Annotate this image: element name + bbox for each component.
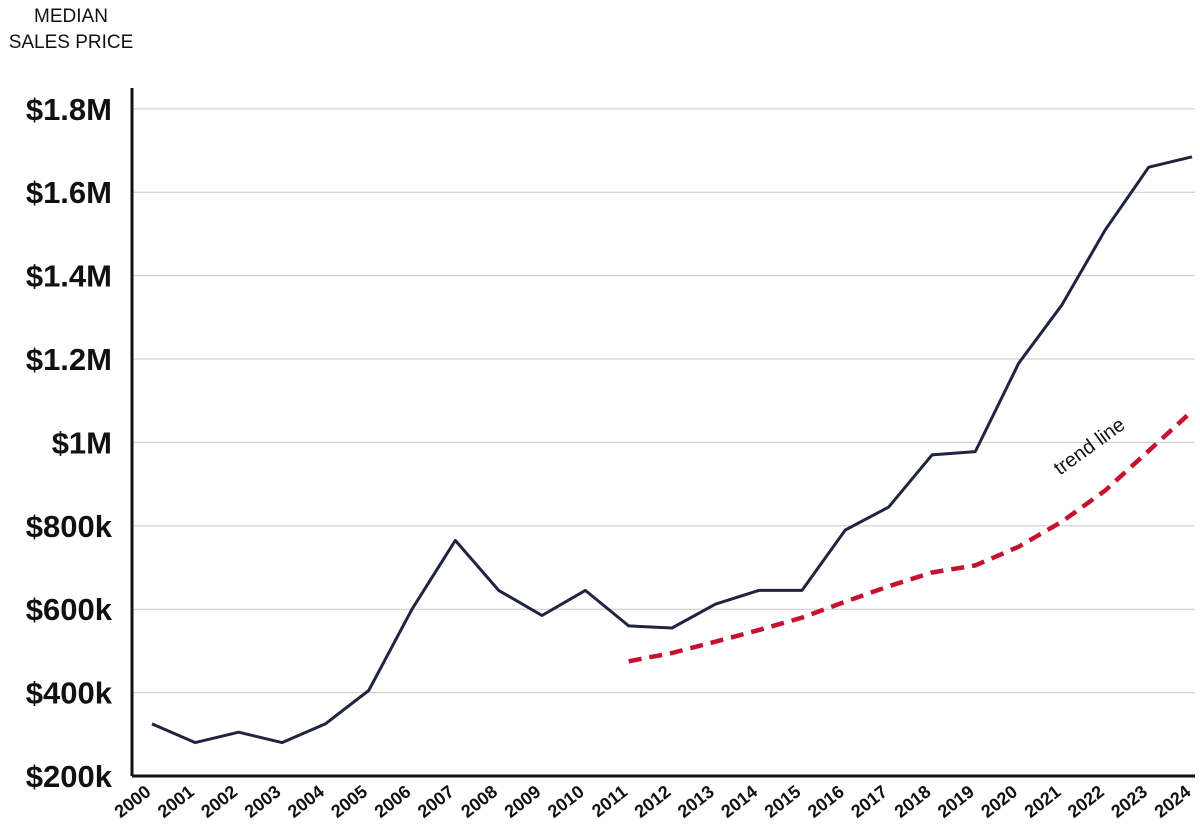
x-tick-label: 2009: [501, 781, 545, 821]
y-tick-label: $1.8M: [26, 92, 112, 127]
data-point: [1102, 227, 1108, 233]
y-tick-label: $1.2M: [26, 342, 112, 377]
x-tick-label: 2006: [371, 781, 415, 821]
data-point: [1016, 360, 1022, 366]
data-point: [669, 650, 675, 656]
data-point: [712, 601, 718, 607]
x-tick-label: 2020: [977, 781, 1021, 821]
data-point: [582, 587, 588, 593]
x-tick-label: 2015: [761, 781, 805, 821]
x-tick-label: 2013: [674, 781, 718, 821]
x-tick-label: 2002: [197, 781, 241, 821]
data-point: [886, 583, 892, 589]
y-axis-label-line-1: MEDIAN: [34, 6, 108, 27]
data-point: [626, 623, 632, 629]
x-tick-label: 2021: [1021, 781, 1065, 821]
x-tick-label: 2024: [1151, 781, 1195, 821]
series: [149, 154, 1195, 746]
x-tick-label: 2003: [241, 781, 285, 821]
x-tick-label: 2014: [717, 781, 761, 821]
data-point: [799, 587, 805, 593]
data-point: [452, 537, 458, 543]
data-point: [842, 527, 848, 533]
x-tick-label: 2023: [1107, 781, 1151, 821]
data-point: [1059, 519, 1065, 525]
x-tick-label: 2000: [111, 781, 155, 821]
data-point: [626, 658, 632, 664]
x-tick-label: 2005: [327, 781, 371, 821]
data-point: [1016, 544, 1022, 550]
data-point: [496, 587, 502, 593]
data-point: [972, 562, 978, 568]
x-axis-ticks: 2000 2001 2002 2003 2004 2005 2006 2007 2008 2009…: [111, 781, 1195, 821]
y-tick-label: $400k: [26, 676, 113, 711]
x-tick-label: 2004: [284, 781, 328, 821]
data-point: [192, 740, 198, 746]
data-point: [886, 504, 892, 510]
x-tick-label: 2011: [588, 781, 631, 821]
trend-line-annotation: trend line: [1050, 414, 1129, 480]
y-tick-label: $1.4M: [26, 259, 112, 294]
x-tick-label: 2012: [631, 781, 675, 821]
data-point: [236, 729, 242, 735]
data-point: [842, 599, 848, 605]
x-tick-label: 2007: [414, 781, 458, 821]
y-axis-ticks: $200k $400k $600k $800k $1M $1.2M $1.4M $1.6M $1…: [26, 92, 113, 794]
x-tick-label: 2001: [154, 781, 198, 821]
data-point: [1059, 302, 1065, 308]
data-point: [279, 740, 285, 746]
y-tick-label: $600k: [26, 592, 113, 627]
x-tick-label: 2016: [804, 781, 848, 821]
data-point: [929, 570, 935, 576]
data-point: [669, 625, 675, 631]
data-point: [149, 721, 155, 727]
data-point: [1189, 154, 1195, 160]
data-point: [972, 449, 978, 455]
y-tick-label: $800k: [26, 509, 113, 544]
data-point: [1146, 448, 1152, 454]
data-point: [1102, 487, 1108, 493]
data-point: [756, 587, 762, 593]
data-point: [366, 688, 372, 694]
trend-line-series: [628, 409, 1194, 664]
x-tick-label: 2008: [457, 781, 501, 821]
y-tick-label: $1M: [52, 425, 112, 460]
y-axis-label-line-2: SALES PRICE: [9, 32, 134, 53]
x-tick-label: 2022: [1064, 781, 1108, 821]
data-point: [929, 452, 935, 458]
data-point: [409, 606, 415, 612]
x-tick-label: 2017: [847, 781, 891, 821]
y-tick-label: $200k: [26, 759, 113, 794]
median-price-series: [151, 155, 1193, 745]
data-point: [1189, 408, 1195, 414]
gridlines: [132, 108, 1195, 694]
annotations: trend line: [1050, 414, 1129, 480]
data-point: [799, 615, 805, 621]
x-tick-label: 2010: [544, 781, 588, 821]
data-point: [712, 639, 718, 645]
x-tick-label: 2018: [891, 781, 935, 821]
x-tick-label: 2019: [934, 781, 978, 821]
data-point: [756, 627, 762, 633]
data-point: [322, 721, 328, 727]
y-tick-label: $1.6M: [26, 175, 112, 210]
data-point: [539, 612, 545, 618]
data-point: [1146, 164, 1152, 170]
